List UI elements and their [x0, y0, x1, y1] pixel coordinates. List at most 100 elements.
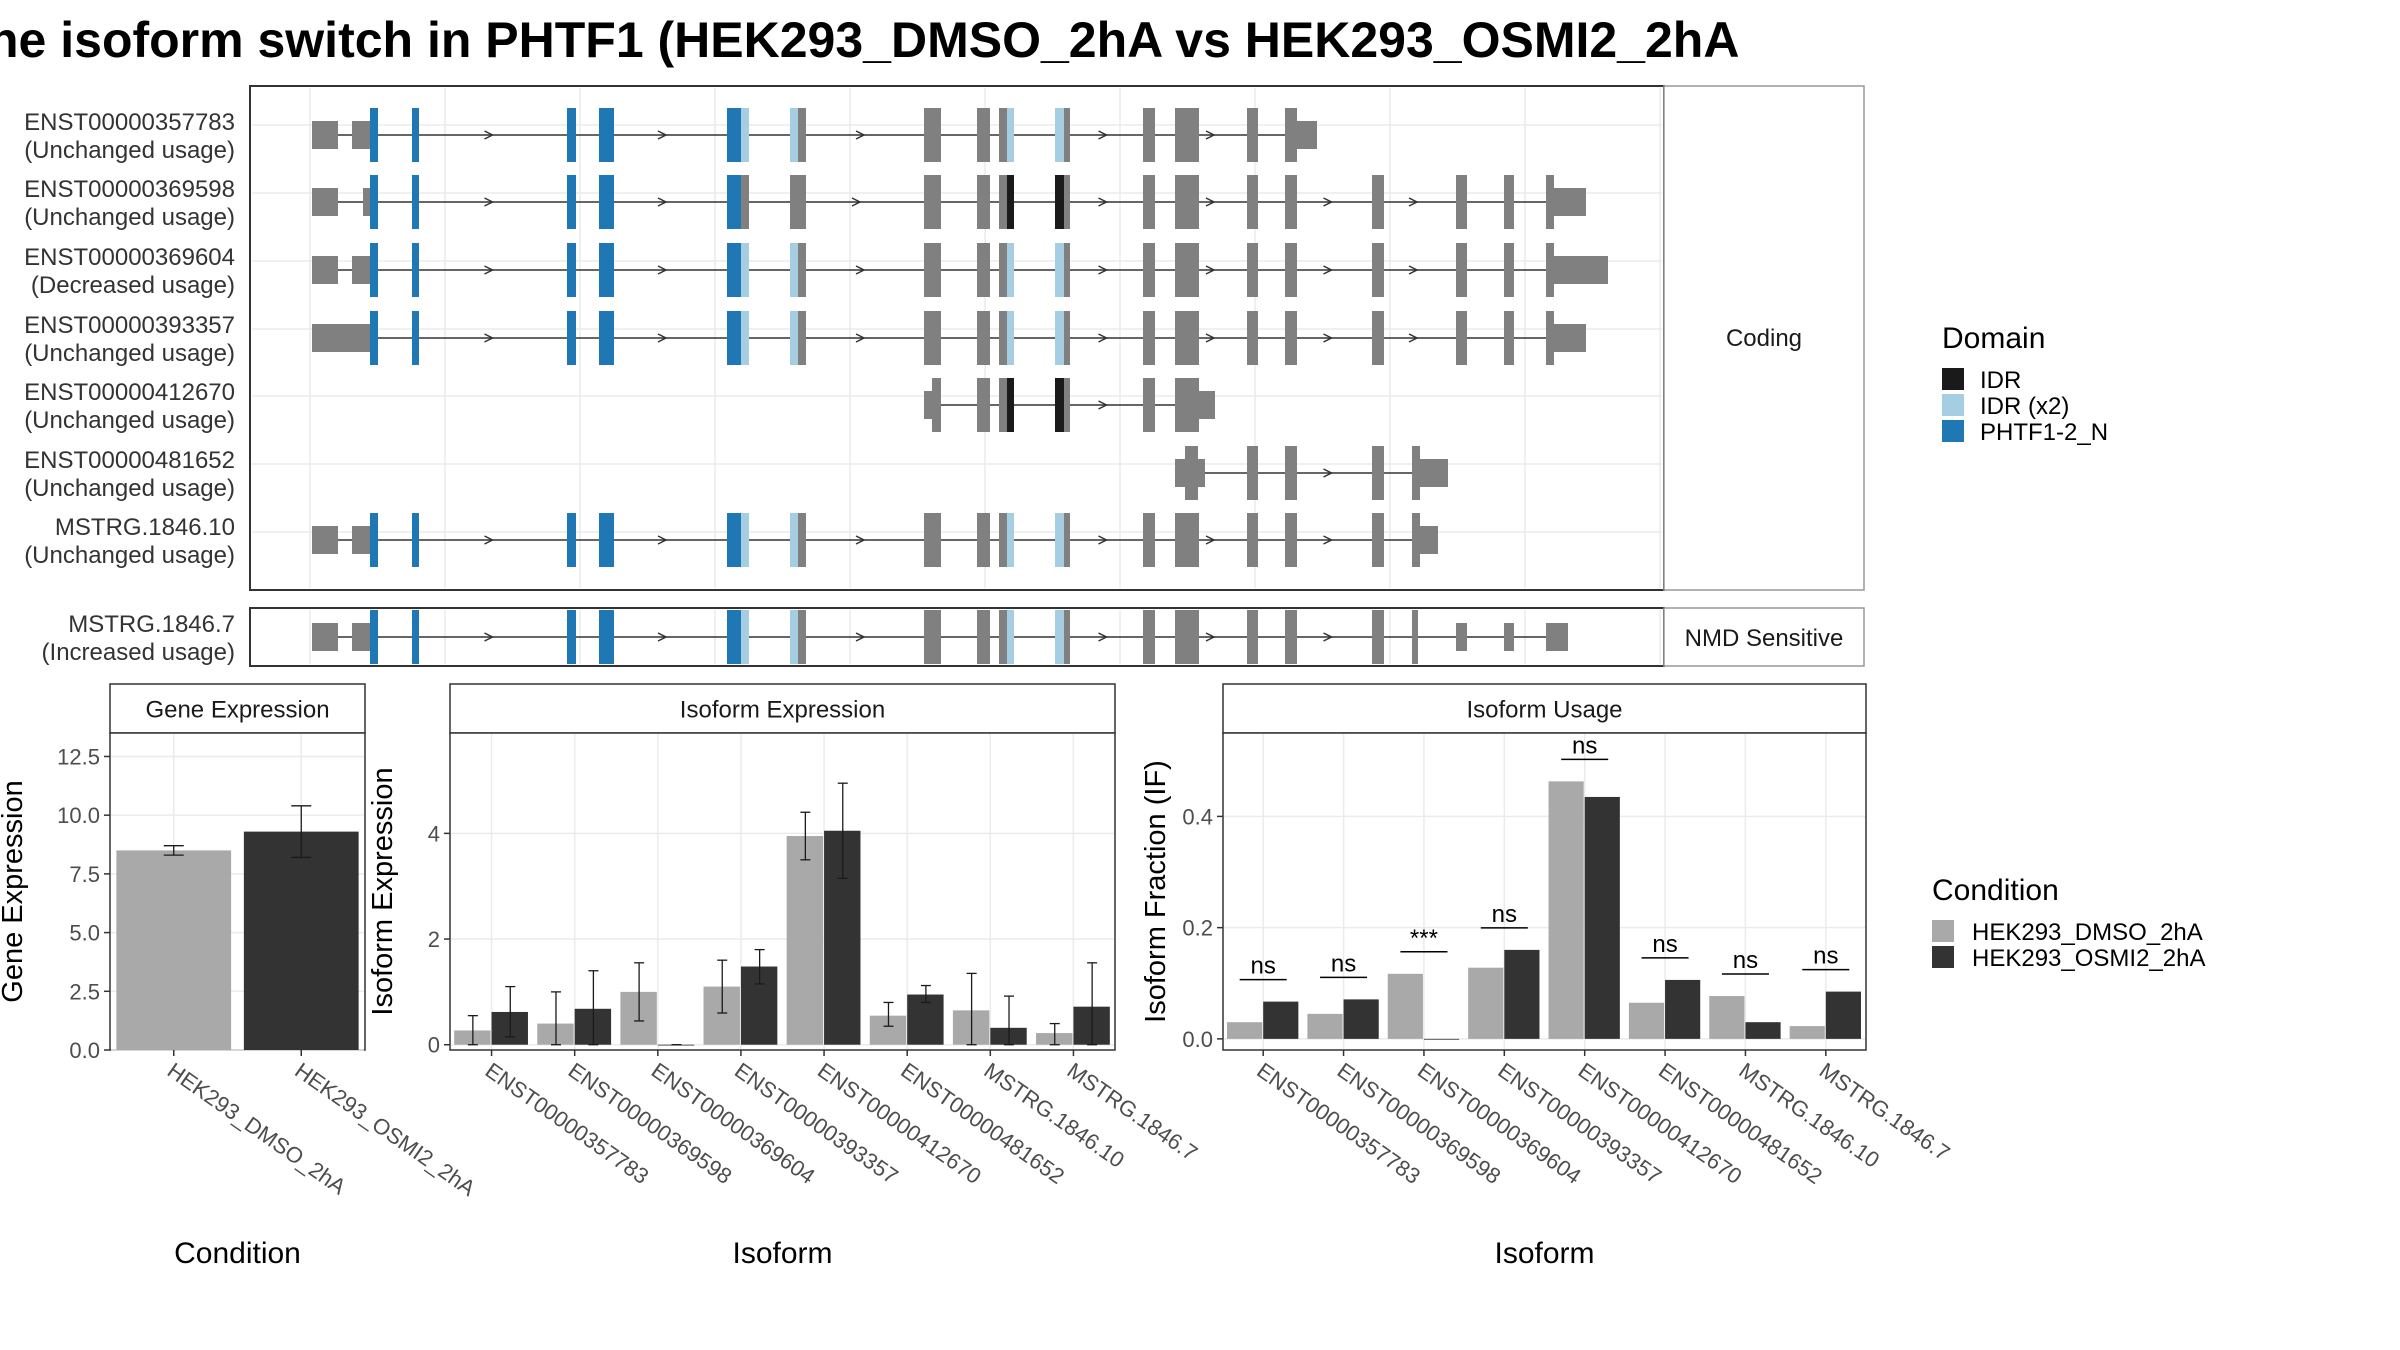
exon: [1143, 243, 1155, 297]
y-tick-label: 0.0: [69, 1038, 100, 1063]
bar: [1227, 1022, 1263, 1039]
exon: [1456, 243, 1467, 297]
domain-exon: [412, 243, 419, 297]
exon: [1546, 188, 1586, 216]
domain-exon: [790, 610, 798, 664]
nmd-facet-strip: [1663, 607, 1865, 667]
intron-arrow: [1098, 130, 1109, 140]
exon: [977, 108, 990, 162]
exon: [999, 378, 1007, 432]
intron-arrow: [1205, 535, 1216, 545]
exon: [1285, 121, 1317, 149]
transcript-usage-label: (Unchanged usage): [24, 137, 235, 164]
exon: [1372, 610, 1384, 664]
exon: [1412, 610, 1418, 664]
domain-exon: [790, 243, 798, 297]
exon: [352, 121, 370, 149]
bar: [1387, 973, 1423, 1039]
exon: [999, 610, 1007, 664]
bar: [1504, 949, 1540, 1039]
significance-label: ns: [1652, 931, 1677, 958]
gene-expression-panel: Gene Expression 0.0 2.5 5.0 7.5 10.0 12.5 Gene …: [0, 683, 480, 1270]
exon: [932, 378, 941, 432]
exon: [1247, 513, 1258, 567]
plot-area: [449, 732, 1116, 1051]
intron-arrow: [1098, 265, 1109, 275]
exon: [1064, 378, 1070, 432]
exon: [1143, 311, 1155, 365]
x-axis-title: Isoform: [1494, 1237, 1594, 1270]
domain-exon: [727, 311, 741, 365]
exon: [1285, 610, 1297, 664]
coding-facet-strip: [1663, 85, 1865, 591]
exon: [999, 175, 1007, 229]
legend-swatch-osmi2: [1932, 946, 1954, 968]
exon: [924, 108, 941, 162]
exon: [1175, 513, 1199, 567]
domain-exon: [741, 610, 749, 664]
y-tick-label: 10.0: [57, 803, 100, 828]
bar: [1468, 967, 1504, 1039]
legend-swatch-phtf1-n: [1942, 420, 1964, 442]
transcript-track: [924, 378, 1215, 432]
intron-arrow: [1323, 197, 1334, 207]
bar: [1343, 999, 1379, 1039]
significance-label: ns: [1251, 953, 1276, 980]
domain-exon: [567, 108, 576, 162]
panel-strip: [449, 683, 1116, 734]
domain-exon: [1055, 610, 1064, 664]
exon: [312, 121, 338, 149]
intron-arrow: [1205, 197, 1216, 207]
intron-arrow: [851, 197, 862, 207]
domain-exon: [1007, 175, 1014, 229]
domain-exon: [1007, 378, 1014, 432]
intron-arrow: [484, 333, 495, 343]
exon: [999, 243, 1007, 297]
exon: [1372, 446, 1384, 500]
transcript-usage-label: (Increased usage): [42, 639, 235, 666]
domain-exon: [727, 175, 741, 229]
exon: [312, 188, 338, 216]
intron-arrow: [1098, 197, 1109, 207]
domain-exon: [599, 108, 614, 162]
panel-title: Isoform Usage: [1466, 697, 1622, 724]
intron-arrow: [657, 197, 668, 207]
intron-arrow: [855, 265, 866, 275]
exon: [352, 256, 370, 284]
exon: [790, 175, 806, 229]
legend-swatch-dmso: [1932, 920, 1954, 942]
intron-arrow: [855, 632, 866, 642]
exon: [312, 526, 338, 554]
domain-exon: [567, 610, 576, 664]
bar: [1548, 781, 1584, 1039]
domain-exon: [1007, 513, 1014, 567]
exon: [1064, 175, 1070, 229]
exon: [798, 243, 806, 297]
legend-label-idr: IDR: [1980, 367, 2021, 394]
bar: [1665, 979, 1701, 1039]
domain-exon: [412, 175, 419, 229]
transcript-id-label: ENST00000393357: [24, 312, 235, 339]
domain-exon: [412, 513, 419, 567]
transcript-id-label: ENST00000369604: [24, 244, 235, 271]
exon: [1175, 391, 1215, 419]
intron-arrow: [1098, 333, 1109, 343]
intron-arrow: [484, 130, 495, 140]
bar: [1584, 796, 1620, 1039]
exon: [1546, 623, 1568, 651]
exon: [1546, 324, 1586, 352]
bar: [243, 831, 359, 1050]
intron-arrow: [657, 130, 668, 140]
exon: [363, 188, 370, 216]
intron-arrow: [1205, 632, 1216, 642]
transcript-usage-label: (Unchanged usage): [24, 340, 235, 367]
intron-arrow: [1205, 265, 1216, 275]
significance-label: ns: [1733, 947, 1758, 974]
exon: [1372, 311, 1384, 365]
legend-label-dmso: HEK293_DMSO_2hA: [1972, 919, 2203, 946]
exon: [1285, 446, 1297, 500]
domain-exon: [741, 311, 749, 365]
exon: [1064, 311, 1070, 365]
domain-exon: [790, 513, 798, 567]
legend-label-phtf1-n: PHTF1-2_N: [1980, 419, 2108, 446]
